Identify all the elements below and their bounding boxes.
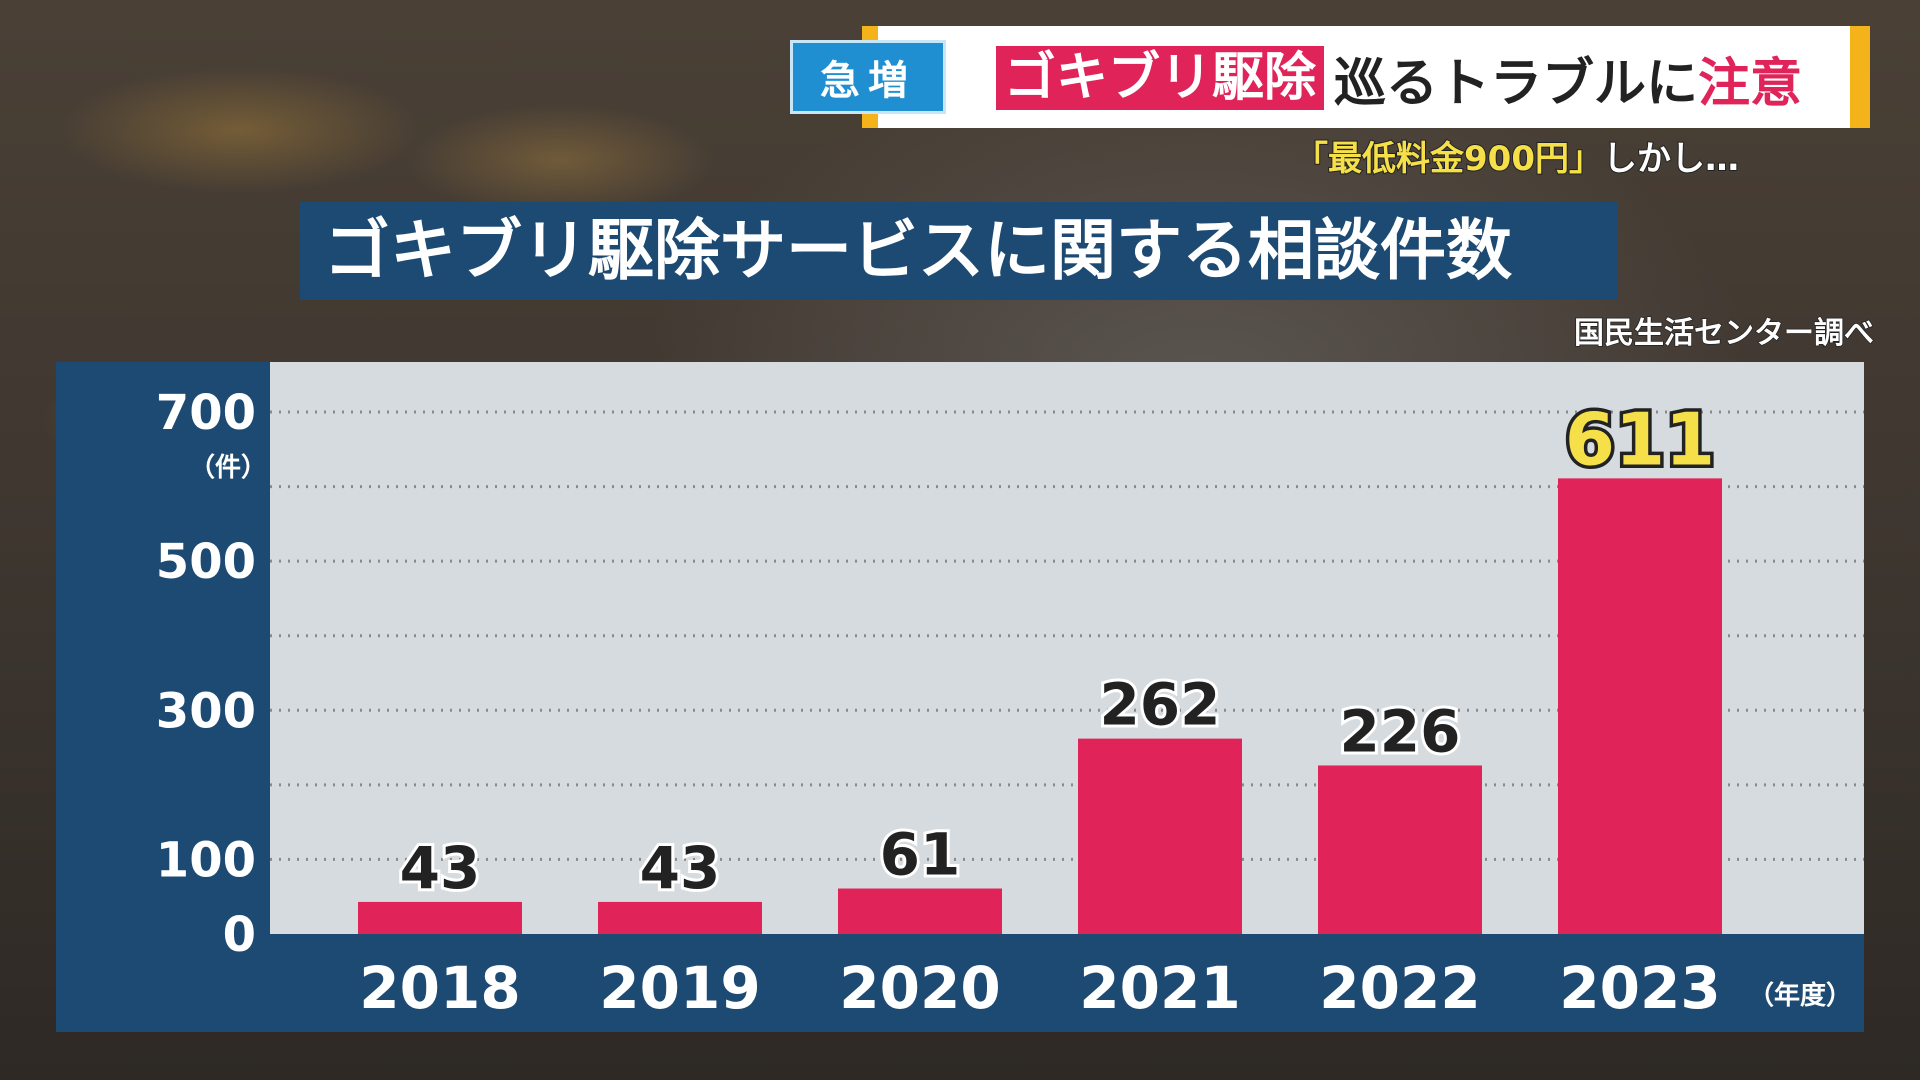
data-label: 611	[1565, 397, 1715, 481]
data-label: 226	[1339, 697, 1460, 765]
bar-2019	[598, 901, 762, 934]
subheadline: 「最低料金900円」しかし…	[1293, 136, 1740, 182]
x-tick-label: 2020	[839, 954, 1000, 1022]
x-tick-label: 2021	[1079, 954, 1240, 1022]
headline-middle: 巡るトラブルに	[1334, 53, 1699, 114]
x-tick-label: 2023	[1559, 954, 1720, 1022]
y-axis-ticks: 0 100 300 500 700	[156, 385, 256, 963]
headline-emphasis: 注意	[1698, 53, 1803, 114]
y-tick-label: 500	[156, 534, 256, 590]
x-unit-label: （年度）	[1748, 980, 1852, 1011]
x-axis-ticks: 2018 2019 2020 2021 2022 2023	[359, 954, 1720, 1022]
badge-label: 急増	[790, 40, 946, 114]
subheadline-rest: しかし…	[1602, 138, 1740, 180]
x-tick-label: 2018	[359, 954, 520, 1022]
bar-2021	[1078, 738, 1242, 934]
bar-2022	[1318, 765, 1482, 934]
data-label: 43	[400, 834, 481, 902]
source-note: 国民生活センター調べ	[1573, 315, 1875, 352]
y-tick-label: 700	[156, 385, 256, 441]
headline-highlight: ゴキブリ駆除	[996, 46, 1325, 110]
bar-2018	[358, 901, 522, 934]
bar-2023	[1558, 478, 1722, 934]
y-tick-label: 100	[156, 832, 256, 888]
data-label: 43	[640, 834, 721, 902]
chart-title: ゴキブリ駆除サービスに関する相談件数	[300, 202, 1618, 300]
data-label: 61	[880, 821, 961, 889]
y-unit-label: （件）	[189, 453, 267, 483]
bar-2020	[838, 888, 1002, 934]
x-tick-label: 2022	[1319, 954, 1480, 1022]
headline-text: ゴキブリ駆除 巡るトラブルに 注意	[996, 44, 1802, 114]
x-tick-label: 2019	[599, 954, 760, 1022]
y-tick-label: 300	[156, 683, 256, 739]
data-label: 262	[1099, 671, 1220, 739]
data-labels: 43 43 61 262 226 611	[397, 394, 1719, 905]
y-tick-label: 0	[223, 907, 256, 963]
bars	[358, 478, 1722, 934]
subheadline-quote: 「最低料金900円」	[1293, 138, 1604, 180]
